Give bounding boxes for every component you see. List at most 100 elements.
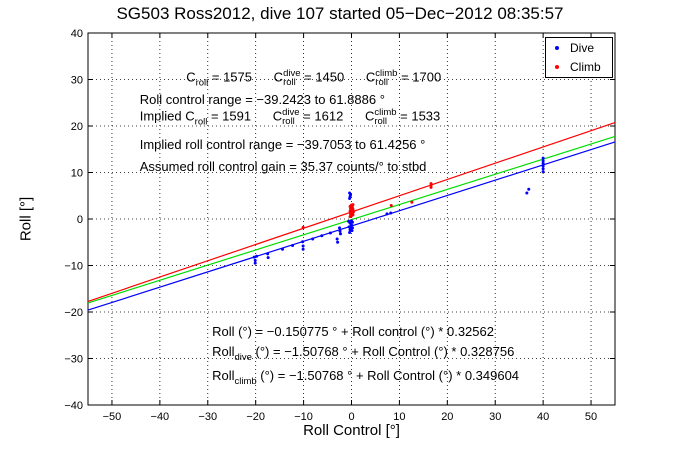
annotation-segment: = 1575 — [208, 69, 274, 85]
climb-point — [349, 214, 353, 218]
annotation-segment: = 1700 — [397, 69, 442, 85]
annotation-segment: dive — [234, 352, 252, 364]
y-tick-label: 20 — [71, 121, 83, 133]
x-tick-label: 40 — [537, 411, 549, 423]
dive-point — [253, 261, 257, 265]
x-tick-label: −20 — [246, 411, 265, 423]
dive-point — [336, 240, 340, 244]
dive-point — [253, 258, 257, 262]
dive-marker-icon — [555, 45, 559, 50]
legend-label: Climb — [570, 59, 601, 74]
x-tick-label: −40 — [151, 411, 170, 423]
dive-point — [541, 167, 545, 171]
x-tick-label: −50 — [103, 411, 122, 423]
x-tick-label: −10 — [294, 411, 313, 423]
climb-point — [351, 209, 355, 213]
dive-point — [541, 170, 545, 174]
y-tick-label: −30 — [64, 354, 83, 366]
y-tick-label: −10 — [64, 261, 83, 273]
x-tick-label: 10 — [393, 411, 405, 423]
dive-point — [527, 187, 531, 191]
dive-point — [301, 244, 305, 248]
dive-point — [525, 191, 529, 195]
dive-point — [338, 232, 342, 236]
dive-point — [348, 230, 352, 234]
x-tick-label: 50 — [585, 411, 597, 423]
annotation-segment: dive roll — [282, 106, 300, 127]
annotation-roll-dive-equation: Rolldive (°) = −1.50768 ° + Roll Control… — [212, 344, 514, 365]
dive-point — [541, 156, 545, 160]
climb-point — [350, 203, 353, 207]
annotation-segment: C — [186, 69, 196, 85]
annotation-segment: dive roll — [283, 67, 301, 88]
dive-point — [311, 237, 315, 241]
x-tick-label: 0 — [348, 411, 354, 423]
annotation-segment: Roll — [212, 344, 235, 360]
dive-point — [338, 226, 342, 230]
annotation-segment: = 1591 — [207, 108, 273, 124]
dive-point — [255, 254, 259, 258]
x-tick-label: 20 — [441, 411, 453, 423]
dive-point — [328, 231, 332, 235]
legend: Dive Climb — [545, 37, 613, 78]
annotation-roll-equation: Roll (°) = −0.150775 ° + Roll control (°… — [212, 324, 494, 339]
x-tick-label: −30 — [198, 411, 217, 423]
dive-point — [266, 256, 270, 260]
climb-point — [301, 225, 305, 229]
dive-point — [291, 244, 295, 248]
dive-point — [338, 229, 342, 233]
dive-point — [348, 191, 352, 195]
dive-point — [335, 237, 339, 241]
dive-point — [541, 161, 545, 165]
dive-point — [281, 247, 285, 251]
y-tick-label: 40 — [71, 28, 83, 40]
dive-point — [350, 219, 353, 223]
legend-item-climb: Climb — [546, 57, 612, 76]
x-axis-label: Roll Control [°] — [303, 422, 400, 439]
annotation-implied-roll-control-range: Implied roll control range = −39.7053 to… — [140, 137, 426, 152]
climb-point — [429, 182, 433, 186]
annotation-segment: Roll (°) = −0.150775 ° + Roll control (°… — [212, 324, 494, 340]
dive-point — [541, 159, 545, 163]
climb-marker-icon — [555, 64, 559, 69]
climb-point — [349, 210, 353, 214]
annotation-segment: Implied roll control range = −39.7053 to… — [139, 137, 426, 153]
legend-label: Dive — [570, 40, 595, 55]
dive-point — [252, 255, 256, 259]
legend-item-dive: Dive — [546, 38, 612, 57]
dive-point — [385, 212, 389, 216]
annotation-segment: roll — [194, 116, 208, 128]
dive-point — [301, 240, 305, 244]
dive-point — [348, 228, 352, 232]
y-tick-label: 0 — [77, 214, 83, 226]
x-tick-label: 30 — [489, 411, 501, 423]
annotation-segment: = 1533 — [396, 108, 441, 124]
y-tick-label: 10 — [71, 168, 83, 180]
annotation-segment: Assumed roll control gain = 35.37 counts… — [139, 159, 427, 174]
y-tick-label: 30 — [71, 75, 83, 87]
annotation-roll-control-range: Roll control range = −39.2423 to 61.8886… — [140, 92, 385, 107]
climb-point — [410, 200, 414, 204]
annotation-segment: C — [364, 108, 375, 124]
annotation-segment: (°) = −1.50768 ° + Roll Control (°) * 0.… — [256, 367, 520, 383]
dive-point — [301, 247, 305, 251]
climb-point — [389, 204, 393, 208]
annotation-segment: climb roll — [374, 106, 397, 127]
dive-point — [266, 252, 270, 256]
annotation-segment: climb — [234, 375, 257, 387]
plot-title: SG503 Ross2012, dive 107 started 05−Dec−… — [116, 4, 564, 23]
annotation-segment: = 1612 — [299, 108, 365, 124]
dive-point — [320, 234, 324, 238]
annotation-segment: Roll control range = −39.2423 to 61.8886… — [139, 92, 385, 108]
annotation-segment: (°) = −1.50768 ° + Roll Control (°) * 0.… — [251, 344, 515, 360]
dive-point — [389, 211, 393, 215]
dive-point — [350, 226, 354, 230]
annotation-segment: Implied C — [139, 108, 195, 124]
annotation-segment: roll — [195, 77, 209, 89]
y-tick-label: −40 — [64, 400, 83, 412]
dive-point — [541, 164, 545, 168]
